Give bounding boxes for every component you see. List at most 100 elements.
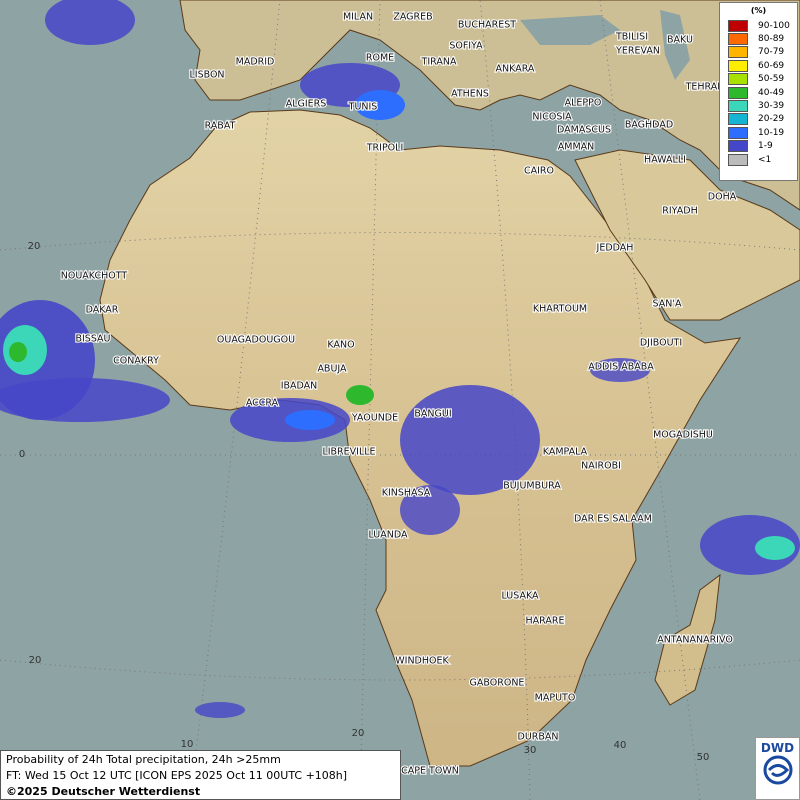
city-label: AMMAN xyxy=(558,142,595,153)
city-label: RIYADH xyxy=(662,206,697,217)
city-label: KINSHASA xyxy=(382,488,431,499)
city-label: BUJUMBURA xyxy=(503,481,561,492)
precipitation xyxy=(0,0,800,718)
city-label: SAN'A xyxy=(653,299,682,310)
city-label: ANTANANARIVO xyxy=(657,635,733,646)
legend-swatch xyxy=(728,126,748,139)
city-label: CONAKRY xyxy=(113,356,159,367)
graticule-label: 50 xyxy=(697,752,710,763)
legend-label: 90-100 xyxy=(758,20,790,31)
legend-swatch xyxy=(728,113,748,126)
legend-swatch xyxy=(728,19,748,32)
legend-swatch xyxy=(728,73,748,86)
legend: (%) 90-100 80-89 70-79 60-69 50-59 40-49 30-39… xyxy=(719,2,798,181)
city-label: CAPE TOWN xyxy=(401,766,459,777)
graticule-label: 20 xyxy=(29,655,42,666)
city-label: TBILISI xyxy=(615,32,648,43)
legend-swatch xyxy=(728,100,748,113)
city-label: ABUJA xyxy=(317,364,347,375)
footer-line: Probability of 24h Total precipitation, … xyxy=(6,753,281,766)
city-label: BAKU xyxy=(667,35,693,46)
legend-entry: 40-49 xyxy=(720,86,797,99)
city-label: ADDIS ABABA xyxy=(588,362,654,373)
city-label: YAOUNDE xyxy=(351,413,398,424)
legend-entry: 10-19 xyxy=(720,126,797,139)
city-label: OUAGADOUGOU xyxy=(217,335,295,346)
legend-entry: 90-100 xyxy=(720,19,797,32)
city-label: ATHENS xyxy=(451,89,489,100)
city-label: JEDDAH xyxy=(596,243,634,254)
city-label: ZAGREB xyxy=(393,12,432,23)
legend-entry: <1 xyxy=(720,153,797,166)
city-label: MAPUTO xyxy=(535,693,576,704)
city-label: ALGIERS xyxy=(286,99,327,110)
legend-label: 20-29 xyxy=(758,114,785,125)
graticule-label: 0 xyxy=(19,449,25,460)
city-label: KANO xyxy=(327,340,354,351)
city-label: ROME xyxy=(366,53,394,64)
city-label: HAWALLI xyxy=(644,155,686,166)
graticule-label: 20 xyxy=(352,728,365,739)
footer-line: ©2025 Deutscher Wetterdienst xyxy=(6,785,201,798)
legend-entry: 1-9 xyxy=(720,140,797,153)
city-label: WINDHOEK xyxy=(395,656,449,667)
city-label: DAKAR xyxy=(86,305,119,316)
legend-swatch xyxy=(728,46,748,59)
city-label: ALEPPO xyxy=(565,98,602,109)
city-label: TRIPOLI xyxy=(366,143,404,154)
land-madagascar xyxy=(654,573,721,706)
logo-icon xyxy=(763,755,792,785)
city-label: LUSAKA xyxy=(501,591,539,602)
city-label: HARARE xyxy=(526,616,565,627)
legend-entry: 70-79 xyxy=(720,46,797,59)
logo-text: DWD xyxy=(760,741,795,755)
legend-entry: 20-29 xyxy=(720,113,797,126)
graticule-label: 40 xyxy=(614,740,627,751)
city-label: ACCRA xyxy=(246,398,279,409)
city-label: TUNIS xyxy=(348,102,378,113)
legend-label: 60-69 xyxy=(758,60,785,71)
city-label: TEHRAN xyxy=(685,82,725,93)
city-label: MADRID xyxy=(236,57,275,68)
city-label: YEREVAN xyxy=(615,46,660,57)
city-label: MILAN xyxy=(343,12,373,23)
logo: DWD xyxy=(755,737,800,800)
city-label: MOGADISHU xyxy=(653,430,713,441)
legend-label: <1 xyxy=(758,154,772,165)
legend-label: 50-59 xyxy=(758,74,785,85)
city-label: KHARTOUM xyxy=(533,304,587,315)
legend-label: 10-19 xyxy=(758,127,785,138)
city-label: BAGHDAD xyxy=(625,120,673,131)
city-label: KAMPALA xyxy=(543,447,588,458)
city-label: DURBAN xyxy=(518,732,559,743)
city-label: LUANDA xyxy=(368,530,408,541)
legend-label: 30-39 xyxy=(758,101,785,112)
city-label: BUCHAREST xyxy=(458,20,516,31)
city-label: LIBREVILLE xyxy=(322,447,375,458)
footer-line: FT: Wed 15 Oct 12 UTC [ICON EPS 2025 Oct… xyxy=(6,769,348,782)
city-label: SOFIYA xyxy=(449,41,483,52)
legend-entry: 80-89 xyxy=(720,32,797,46)
city-label: NICOSIA xyxy=(532,112,572,123)
graticule-label: 30 xyxy=(524,745,537,756)
city-label: IBADAN xyxy=(281,381,318,392)
sea-black xyxy=(520,15,620,45)
city-label: NOUAKCHOTT xyxy=(61,271,128,282)
legend-entry: 60-69 xyxy=(720,59,797,72)
city-label: DAMASCUS xyxy=(557,125,611,136)
legend-swatch xyxy=(728,86,748,99)
graticule-label: 20 xyxy=(28,241,41,252)
legend-label: 1-9 xyxy=(758,141,773,152)
legend-entry: 30-39 xyxy=(720,99,797,113)
city-label: LISBON xyxy=(189,70,224,81)
footer: Probability of 24h Total precipitation, … xyxy=(0,750,401,800)
city-label: BANGUI xyxy=(414,409,451,420)
city-label: RABAT xyxy=(205,121,236,132)
city-label: NAIROBI xyxy=(581,461,621,472)
legend-swatch xyxy=(728,33,748,46)
city-label: DJIBOUTI xyxy=(640,338,682,349)
sea-caspian xyxy=(660,10,690,80)
legend-label: 70-79 xyxy=(758,47,785,58)
